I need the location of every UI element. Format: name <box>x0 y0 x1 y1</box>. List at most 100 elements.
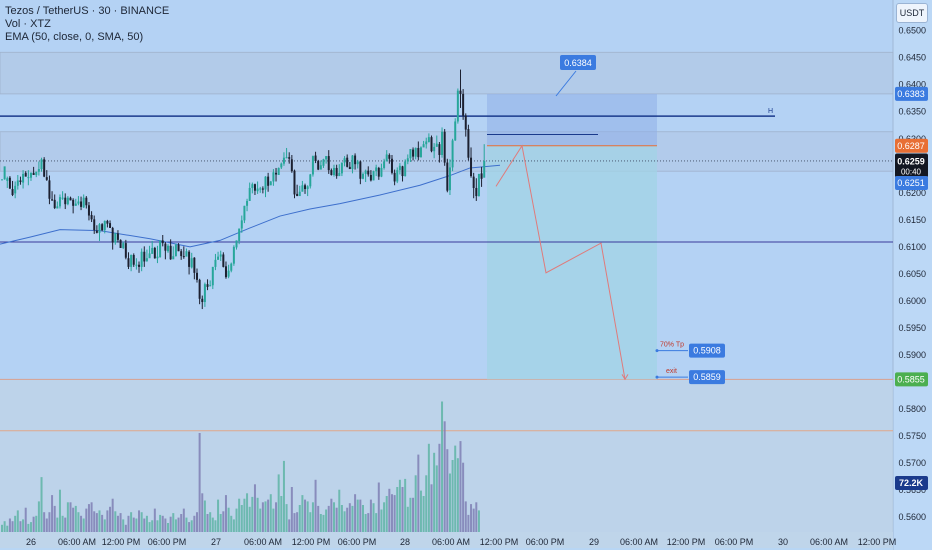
candle-body <box>325 156 328 160</box>
volume-bar <box>106 510 109 532</box>
candle-body <box>340 162 343 174</box>
candle-body <box>443 131 446 163</box>
volume-bar <box>369 499 372 532</box>
currency-button[interactable]: USDT <box>896 3 928 23</box>
volume-bar <box>227 507 230 532</box>
volume-bar <box>269 494 272 532</box>
volume-bar <box>348 503 351 532</box>
candle-body <box>235 240 238 248</box>
candle-body <box>164 243 167 251</box>
candle-body <box>11 189 14 195</box>
candle-body <box>132 254 135 265</box>
volume-bar <box>201 493 204 532</box>
candle-body <box>322 159 325 166</box>
volume-bar <box>417 454 420 532</box>
x-tick-label: 06:00 PM <box>526 537 565 547</box>
volume-bar <box>253 484 256 532</box>
candle-body <box>348 166 351 170</box>
volume-bar <box>64 517 67 532</box>
volume-bar <box>61 515 64 532</box>
volume-bar <box>475 502 478 532</box>
volume-bar <box>438 443 441 532</box>
volume-bar <box>425 475 428 532</box>
volume-bar <box>209 512 212 532</box>
candle-body <box>425 141 428 145</box>
y-tick-label: 0.6150 <box>898 215 926 225</box>
candle-body <box>269 181 272 186</box>
candle-body <box>293 170 296 195</box>
candle-body <box>338 172 341 177</box>
volume-bar <box>448 473 451 532</box>
volume-bar <box>111 498 114 532</box>
volume-bar <box>477 510 480 532</box>
candle-body <box>56 206 59 209</box>
candle-body <box>111 227 114 243</box>
candle-body <box>177 244 180 252</box>
candle-body <box>240 220 243 229</box>
volume-bar <box>95 513 98 532</box>
candle-body <box>459 90 462 94</box>
volume-bar <box>101 514 104 532</box>
x-tick-label: 29 <box>589 537 599 547</box>
volume-bar <box>66 502 69 532</box>
volume-bar <box>335 507 338 532</box>
volume-bar <box>159 514 162 532</box>
candle-body <box>251 184 254 188</box>
candle-body <box>219 254 222 257</box>
candle-body <box>172 256 175 260</box>
candle-body <box>6 178 9 181</box>
volume-bar <box>456 458 459 532</box>
volume-bar <box>16 510 19 532</box>
y-tick-label: 0.6450 <box>898 53 926 63</box>
candle-body <box>180 251 183 257</box>
tp-price-text: 0.5908 <box>693 346 721 356</box>
price-tag-text-ema: 0.6251 <box>897 178 925 188</box>
tp-note: 70% Tp <box>660 342 684 349</box>
candle-body <box>454 121 457 141</box>
volume-bar <box>98 510 101 532</box>
candle-body <box>103 220 106 231</box>
candle-body <box>314 155 317 161</box>
volume-bar <box>251 496 254 532</box>
volume-bar <box>143 518 146 532</box>
x-tick-label: 12:00 PM <box>480 537 519 547</box>
candle-body <box>280 163 283 168</box>
volume-bar <box>451 460 454 532</box>
volume-bar <box>267 499 270 532</box>
volume-bar <box>272 508 275 532</box>
volume-bar <box>24 507 27 532</box>
candle-body <box>195 272 198 280</box>
candle-body <box>188 251 191 267</box>
candle-body <box>433 146 436 152</box>
volume-bar <box>364 514 367 532</box>
candle-body <box>319 165 322 170</box>
candle-body <box>8 177 11 189</box>
candle-body <box>343 158 346 163</box>
volume-bar <box>327 505 330 532</box>
candle-body <box>95 230 98 233</box>
candle-body <box>32 172 35 175</box>
candle-body <box>246 200 249 206</box>
candle-body <box>351 155 354 170</box>
last-price-tag <box>895 153 928 178</box>
volume-bar <box>446 449 449 532</box>
candle-body <box>369 174 372 181</box>
candle-body <box>209 285 212 287</box>
x-tick-label: 12:00 PM <box>858 537 897 547</box>
volume-bar <box>454 445 457 532</box>
candle-body <box>317 160 320 170</box>
volume-bar <box>43 512 46 532</box>
candle-body <box>330 170 333 175</box>
candle-body <box>309 174 312 187</box>
exit-box <box>689 370 725 385</box>
volume-bar <box>412 497 415 532</box>
candle-body <box>211 266 214 286</box>
volume-bar <box>203 500 206 532</box>
volume-indicator-label: Vol · XTZ <box>5 18 51 30</box>
y-tick-label: 0.6200 <box>898 188 926 198</box>
candle-body <box>354 155 357 165</box>
volume-bar <box>27 523 30 532</box>
volume-bar <box>419 490 422 532</box>
